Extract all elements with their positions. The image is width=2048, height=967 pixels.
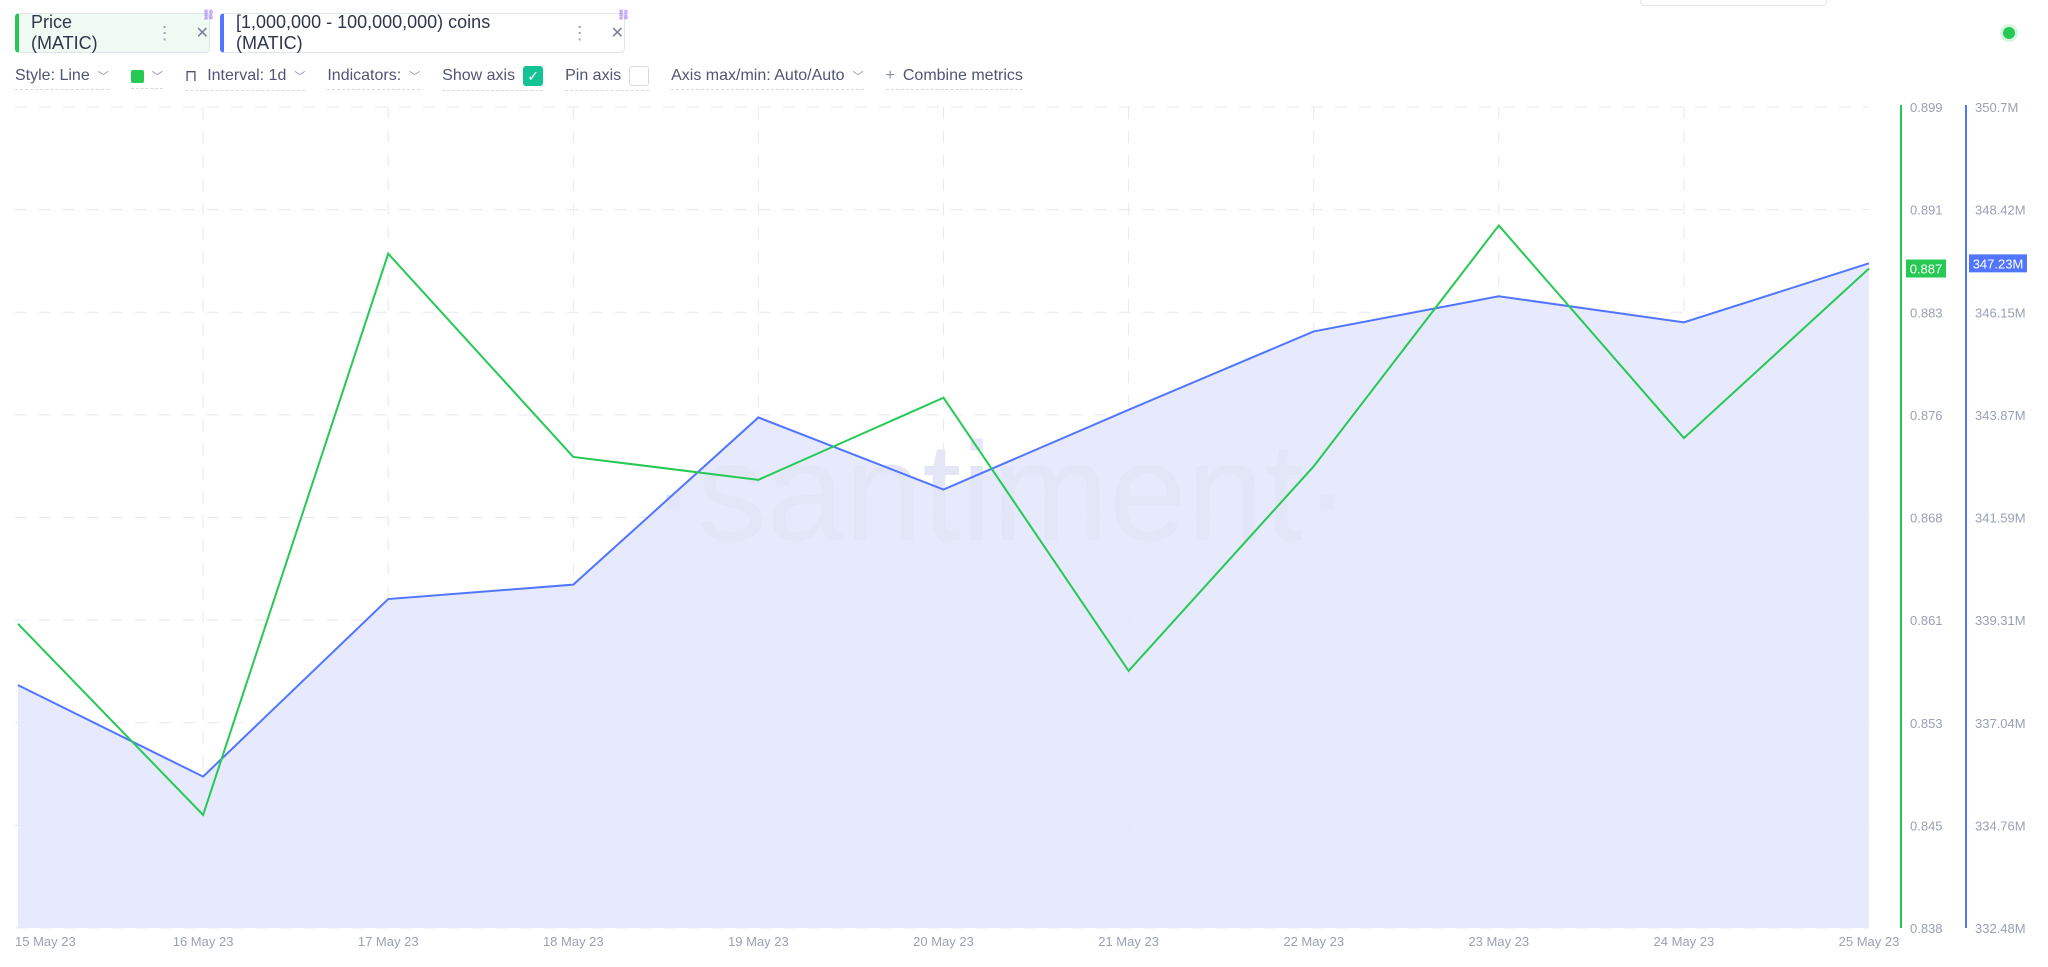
x-axis-tick: 15 May 23 bbox=[15, 934, 76, 949]
metric-tab-price[interactable]: Price (MATIC) ⋮ ✕ ⛓ bbox=[15, 10, 215, 53]
color-dropdown[interactable]: ﹀ bbox=[130, 68, 163, 89]
holders-axis-tick: 339.31M bbox=[1975, 613, 2026, 628]
holders-area bbox=[18, 263, 1869, 928]
x-axis-tick: 17 May 23 bbox=[358, 934, 419, 949]
holders-axis-tick: 334.76M bbox=[1975, 818, 2026, 833]
price-axis-tick: 0.861 bbox=[1910, 613, 1943, 628]
price-axis-tick: 0.876 bbox=[1910, 408, 1943, 423]
link-icon[interactable]: ⛓ bbox=[202, 10, 215, 21]
close-icon[interactable]: ✕ bbox=[610, 25, 624, 42]
axis-maxmin-label: Axis max/min: Auto/Auto bbox=[671, 67, 845, 84]
holders-last-value: 347.23M bbox=[1973, 256, 2024, 271]
checkbox-unchecked-icon[interactable] bbox=[629, 66, 650, 86]
holders-axis-tick: 348.42M bbox=[1975, 203, 2026, 218]
show-axis-toggle[interactable]: Show axis ✓ bbox=[442, 66, 544, 91]
tab-label: [1,000,000 - 100,000,000) coins (MATIC) bbox=[236, 12, 491, 53]
chart-toolbar: Style: Line ﹀ ﹀ ⊓ Interval: 1d ﹀ Indicators… bbox=[15, 66, 1045, 91]
chevron-down-icon: ﹀ bbox=[97, 71, 109, 83]
axis-maxmin-dropdown[interactable]: Axis max/min: Auto/Auto ﹀ bbox=[671, 67, 864, 90]
chevron-down-icon: ﹀ bbox=[151, 71, 163, 83]
x-axis-tick: 25 May 23 bbox=[1839, 934, 1900, 949]
x-axis-tick: 19 May 23 bbox=[728, 934, 789, 949]
holders-axis-tick: 341.59M bbox=[1975, 511, 2026, 526]
metric-tab-holders[interactable]: [1,000,000 - 100,000,000) coins (MATIC) … bbox=[220, 10, 630, 53]
x-axis-tick: 24 May 23 bbox=[1654, 934, 1715, 949]
x-axis-tick: 20 May 23 bbox=[913, 934, 974, 949]
x-axis-tick: 21 May 23 bbox=[1098, 934, 1159, 949]
holders-axis-tick: 332.48M bbox=[1975, 921, 2026, 936]
price-axis-tick: 0.853 bbox=[1910, 716, 1943, 731]
x-axis-tick: 16 May 23 bbox=[173, 934, 234, 949]
x-axis-tick: 22 May 23 bbox=[1283, 934, 1344, 949]
more-options-icon[interactable]: ⋮ bbox=[570, 22, 589, 43]
holders-axis-tick: 343.87M bbox=[1975, 408, 2026, 423]
color-swatch bbox=[130, 69, 144, 83]
indicators-dropdown[interactable]: Indicators: ﹀ bbox=[327, 67, 421, 90]
x-axis-tick: 23 May 23 bbox=[1468, 934, 1529, 949]
price-axis-tick: 0.899 bbox=[1910, 100, 1943, 115]
chevron-down-icon: ﹀ bbox=[294, 71, 306, 83]
link-icon[interactable]: ⛓ bbox=[617, 10, 630, 21]
price-axis-tick: 0.891 bbox=[1910, 203, 1943, 218]
pin-axis-label: Pin axis bbox=[565, 67, 622, 84]
pin-axis-toggle[interactable]: Pin axis bbox=[565, 66, 650, 91]
price-axis-tick: 0.868 bbox=[1910, 511, 1943, 526]
ruler-icon: ⊓ bbox=[184, 68, 198, 85]
price-last-badge bbox=[1906, 259, 1946, 278]
top-control[interactable] bbox=[1640, 0, 1827, 6]
combine-label: Combine metrics bbox=[902, 67, 1023, 84]
chevron-down-icon: ﹀ bbox=[409, 71, 421, 83]
watermark: ·santiment· bbox=[650, 413, 1350, 570]
tab-label: Price (MATIC) bbox=[31, 12, 98, 53]
indicators-label: Indicators: bbox=[327, 67, 402, 84]
show-axis-label: Show axis bbox=[442, 67, 516, 84]
holders-axis-tick: 350.7M bbox=[1975, 100, 2018, 115]
price-axis-tick: 0.845 bbox=[1910, 818, 1943, 833]
price-last-value: 0.887 bbox=[1910, 262, 1943, 277]
combine-metrics-button[interactable]: + Combine metrics bbox=[885, 67, 1023, 90]
price-axis-tick: 0.883 bbox=[1910, 305, 1943, 320]
more-options-icon[interactable]: ⋮ bbox=[155, 22, 174, 43]
status-dot bbox=[2003, 27, 2015, 39]
x-axis-tick: 18 May 23 bbox=[543, 934, 604, 949]
checkbox-checked-icon[interactable]: ✓ bbox=[523, 66, 544, 86]
style-dropdown[interactable]: Style: Line ﹀ bbox=[15, 67, 109, 90]
holders-last-badge bbox=[1969, 254, 2027, 273]
interval-label: Interval: 1d bbox=[207, 67, 287, 84]
holders-axis-tick: 346.15M bbox=[1975, 305, 2026, 320]
interval-dropdown[interactable]: ⊓ Interval: 1d ﹀ bbox=[184, 66, 306, 91]
close-icon[interactable]: ✕ bbox=[195, 25, 209, 42]
chevron-down-icon: ﹀ bbox=[852, 71, 864, 83]
plus-icon: + bbox=[885, 67, 895, 84]
holders-axis-tick: 337.04M bbox=[1975, 716, 2026, 731]
style-label: Style: Line bbox=[15, 67, 90, 84]
price-axis-tick: 0.838 bbox=[1910, 921, 1943, 936]
